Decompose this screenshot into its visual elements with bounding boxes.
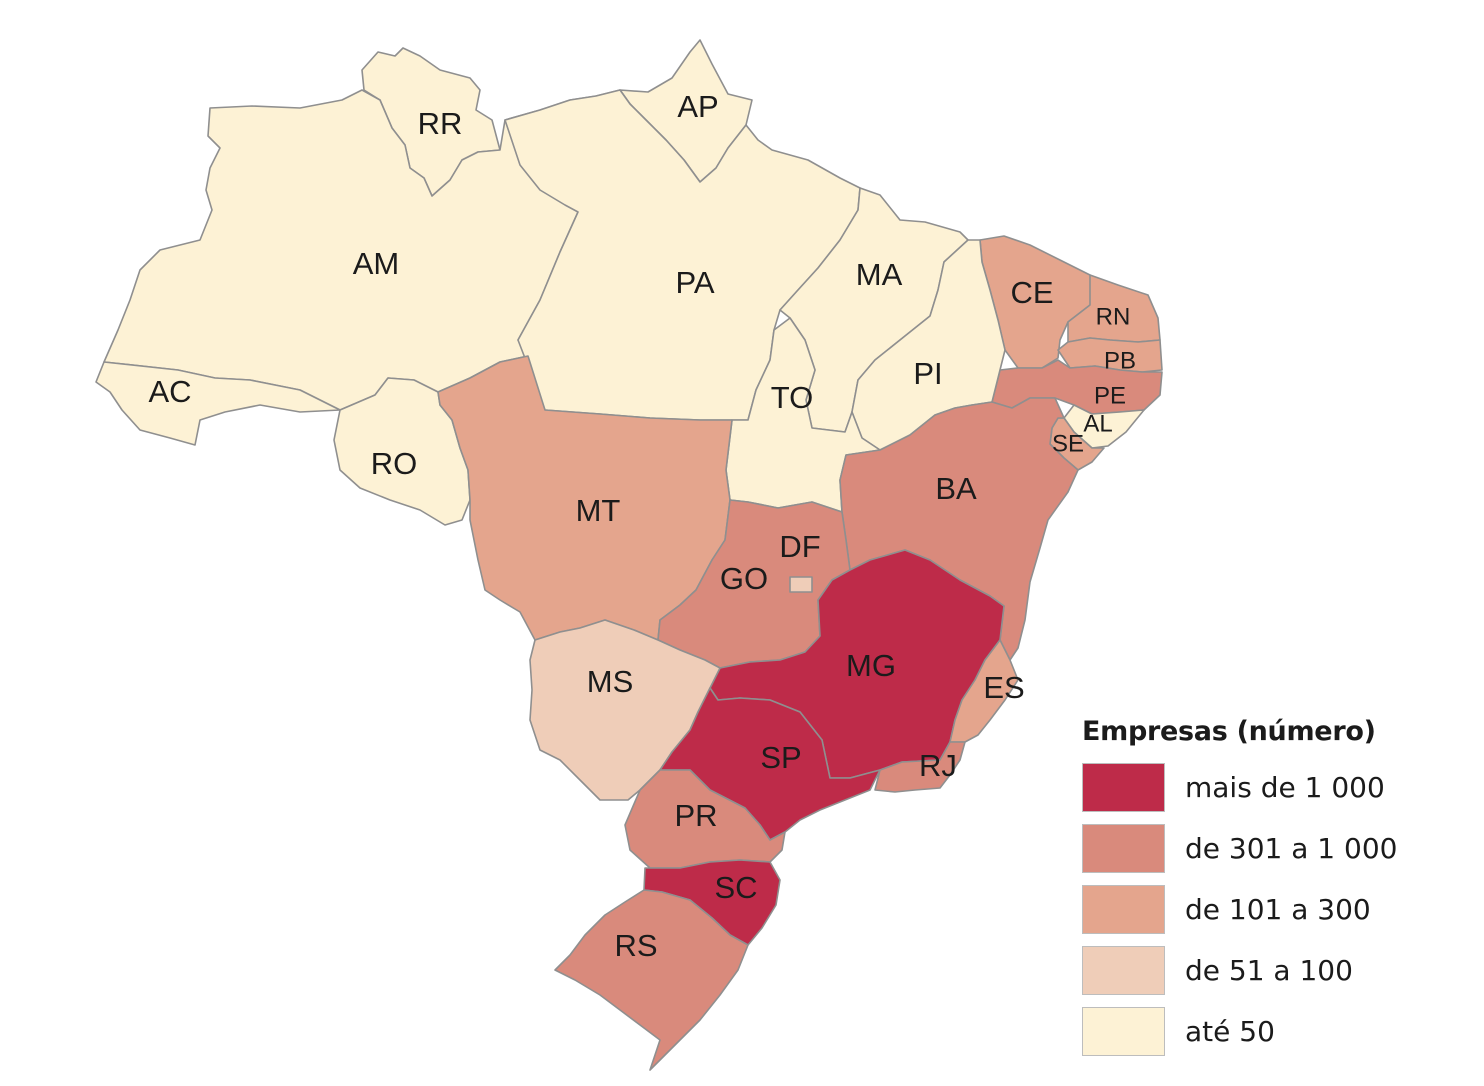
label-ba: BA (935, 471, 977, 506)
label-es: ES (983, 670, 1024, 705)
label-ro: RO (371, 446, 418, 481)
legend-item: até 50 (1082, 1001, 1422, 1062)
legend-title: Empresas (número) (1082, 716, 1376, 747)
legend-label: de 51 a 100 (1185, 954, 1353, 987)
label-ce: CE (1010, 275, 1053, 310)
legend-label: mais de 1 000 (1185, 771, 1385, 804)
label-mg: MG (846, 648, 896, 683)
legend-item: de 51 a 100 (1082, 940, 1422, 1001)
label-to: TO (771, 380, 814, 415)
state-sp (659, 687, 881, 841)
legend-swatch (1082, 824, 1165, 873)
label-rs: RS (614, 928, 657, 963)
label-sc: SC (714, 870, 757, 905)
label-rn: RN (1096, 303, 1131, 330)
label-ap: AP (677, 89, 718, 124)
label-pr: PR (674, 798, 717, 833)
label-al: AL (1083, 410, 1112, 437)
label-pe: PE (1094, 382, 1126, 409)
label-pb: PB (1104, 347, 1136, 374)
label-go: GO (720, 561, 768, 596)
state-rs (554, 889, 749, 1071)
legend: Empresas (número) mais de 1 000 de 301 a… (1082, 716, 1422, 1062)
label-sp: SP (760, 740, 801, 775)
legend-item: de 301 a 1 000 (1082, 818, 1422, 879)
legend-swatch (1082, 763, 1165, 812)
legend-item: de 101 a 300 (1082, 879, 1422, 940)
label-ac: AC (148, 374, 191, 409)
legend-label: de 101 a 300 (1185, 893, 1371, 926)
state-df (789, 576, 813, 593)
state-ac (95, 361, 341, 446)
legend-swatch (1082, 885, 1165, 934)
label-ms: MS (587, 664, 634, 699)
legend-swatch (1082, 946, 1165, 995)
legend-item: mais de 1 000 (1082, 757, 1422, 818)
label-am: AM (353, 246, 400, 281)
label-rj: RJ (919, 748, 957, 783)
label-df: DF (779, 529, 820, 564)
legend-label: de 301 a 1 000 (1185, 832, 1398, 865)
legend-swatch (1082, 1007, 1165, 1056)
label-pi: PI (913, 356, 942, 391)
label-ma: MA (856, 257, 903, 292)
label-rr: RR (418, 106, 463, 141)
state-rj (874, 741, 966, 793)
label-se: SE (1052, 430, 1084, 457)
label-mt: MT (576, 493, 621, 528)
legend-label: até 50 (1185, 1015, 1275, 1048)
label-pa: PA (675, 265, 714, 300)
